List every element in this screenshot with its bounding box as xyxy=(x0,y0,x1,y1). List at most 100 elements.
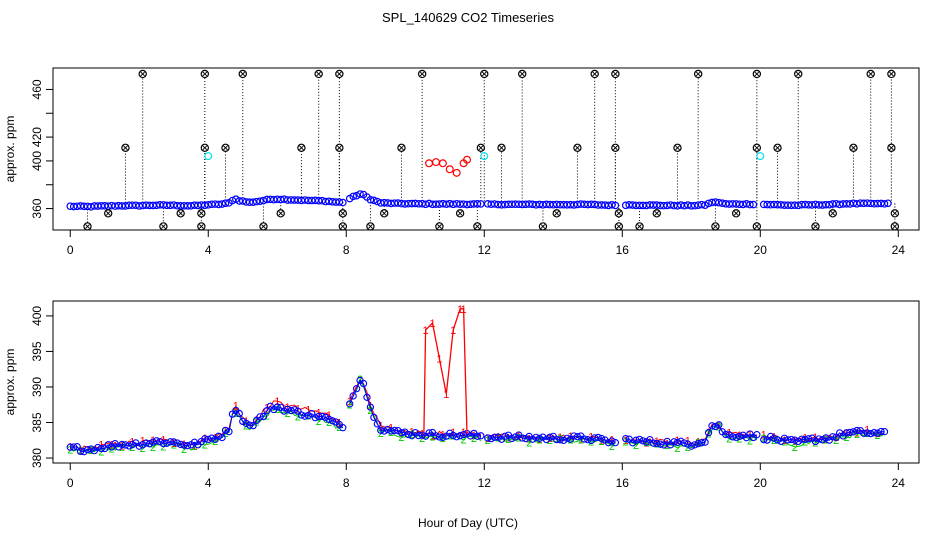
outlier-marker xyxy=(476,143,486,153)
bottom-y-tick-label: 380 xyxy=(30,448,44,468)
series-3-point xyxy=(387,427,395,435)
series-3-point xyxy=(159,439,168,448)
series-1-spike-marker: 1 xyxy=(443,389,449,401)
outlier-marker xyxy=(887,143,896,153)
series-3-point xyxy=(729,433,737,441)
outlier-marker xyxy=(121,143,130,153)
series-2-label-marker: 2 xyxy=(461,435,467,447)
series-2-label-marker: 2 xyxy=(202,439,208,451)
baseline-point xyxy=(256,197,264,205)
series-1-label-marker: 1 xyxy=(233,401,239,413)
series-1-label-marker: 1 xyxy=(623,435,629,447)
outlier-marker xyxy=(635,222,644,231)
series-3-point xyxy=(528,435,537,443)
series-3-point xyxy=(311,414,319,422)
outlier-marker xyxy=(890,209,900,218)
red-point xyxy=(425,159,434,168)
red-point xyxy=(452,168,461,177)
series-3-point xyxy=(263,407,271,415)
series-3-point xyxy=(235,409,243,418)
outlier-marker xyxy=(455,209,465,218)
top-panel: 0 4 8 12 16 20 24 360 400 420 460 approx. ppm xyxy=(3,67,920,257)
series-2-label-marker: 2 xyxy=(316,416,322,428)
series-3-point xyxy=(708,422,716,430)
series-3-point xyxy=(373,420,381,428)
series-3-point xyxy=(180,441,188,449)
outlier-marker xyxy=(397,143,406,153)
baseline-point xyxy=(749,200,758,209)
series-3-point xyxy=(680,439,689,447)
red-point xyxy=(445,165,454,174)
baseline-point xyxy=(356,190,364,198)
series-3-point xyxy=(701,438,709,446)
series-3-point xyxy=(163,439,171,447)
top-x-tick-label: 4 xyxy=(205,243,212,257)
series-3-point xyxy=(280,407,288,415)
series-2-label-marker: 2 xyxy=(526,438,532,450)
outlier-marker xyxy=(276,209,285,218)
series-3-point xyxy=(301,412,309,420)
outlier-marker xyxy=(200,69,210,79)
series-1-spike-marker: 1 xyxy=(461,304,467,316)
series-3-point xyxy=(670,438,678,446)
series-2-label-marker: 2 xyxy=(792,442,798,454)
baseline-point xyxy=(252,197,261,206)
series-1-spike-marker: 1 xyxy=(457,304,463,316)
series-2-label-marker: 2 xyxy=(378,428,384,440)
red-point xyxy=(438,159,447,168)
series-3-point xyxy=(456,432,464,440)
series-3-point xyxy=(315,412,323,421)
baseline-point xyxy=(218,200,226,208)
series-3-point xyxy=(508,434,516,443)
outlier-marker xyxy=(794,69,803,79)
series-3-point xyxy=(722,430,730,439)
outlier-marker xyxy=(614,209,624,218)
series-1-spike-marker: 1 xyxy=(436,354,442,366)
series-3-point xyxy=(204,435,212,444)
outlier-marker xyxy=(752,143,762,153)
series-3-point xyxy=(142,439,150,447)
baseline-point xyxy=(349,192,357,201)
series-3-point xyxy=(532,433,540,441)
outlier-marker xyxy=(221,143,230,153)
series-3-point xyxy=(673,438,682,447)
series-3-point xyxy=(404,430,413,439)
series-3-point xyxy=(873,429,882,437)
series-3-point xyxy=(66,443,74,451)
bottom-plot-frame xyxy=(52,300,920,464)
series-3-point xyxy=(201,435,209,443)
outlier-marker xyxy=(538,222,548,231)
series-3-point xyxy=(649,439,657,447)
x-axis-title: Hour of Day (UTC) xyxy=(418,516,518,530)
baseline-point xyxy=(473,200,482,208)
series-2-label-marker: 2 xyxy=(588,437,594,449)
series-3-point xyxy=(773,436,782,444)
series-3-point xyxy=(804,435,813,443)
series-3-point xyxy=(735,432,744,441)
top-y-tick-label: 400 xyxy=(30,151,44,171)
bottom-y-tick-label: 390 xyxy=(30,377,44,397)
series-3-point xyxy=(128,440,137,449)
cyan-point xyxy=(480,152,489,161)
series-1-label-marker: 1 xyxy=(643,438,649,450)
series-2-label-marker: 2 xyxy=(623,437,629,449)
series-3-point xyxy=(87,445,95,453)
series-1-label-marker: 1 xyxy=(305,405,311,417)
series-3-point xyxy=(459,430,468,439)
series-3-point xyxy=(366,403,375,411)
series-3-point xyxy=(242,419,250,428)
series-3-point xyxy=(145,440,154,448)
outlier-marker xyxy=(138,69,147,79)
series-1-label-marker: 1 xyxy=(378,421,384,433)
plot-title: SPL_140629 CO2 Timeseries xyxy=(382,10,554,25)
outlier-marker xyxy=(752,222,762,231)
baseline-point xyxy=(249,198,257,206)
outlier-marker xyxy=(731,209,741,218)
series-3-point xyxy=(490,433,499,441)
baseline-point xyxy=(221,199,230,208)
baseline-point xyxy=(746,200,754,209)
series-3-point xyxy=(170,438,178,446)
series-3-point xyxy=(697,439,706,447)
series-3-point xyxy=(846,428,854,437)
series-3-point xyxy=(214,432,223,440)
